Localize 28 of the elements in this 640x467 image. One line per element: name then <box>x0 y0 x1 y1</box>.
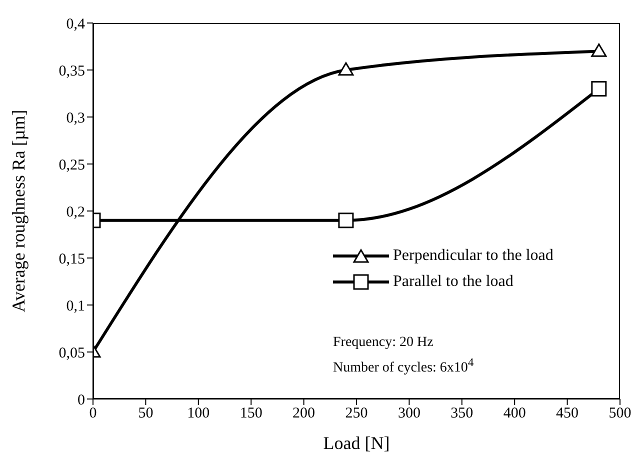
y-tick-label: 0 <box>78 392 85 408</box>
y-tick-label: 0,4 <box>66 16 86 32</box>
x-tick-label: 350 <box>450 406 474 422</box>
x-tick-label: 450 <box>556 406 579 422</box>
y-tick-label: 0,25 <box>58 157 85 174</box>
y-tick-label: 0,15 <box>58 251 85 268</box>
x-tick-label: 400 <box>503 406 526 422</box>
y-axis-title: Average roughness Ra [µm] <box>8 110 28 312</box>
x-tick-label: 250 <box>345 406 368 422</box>
y-tick-label: 0,05 <box>58 345 85 362</box>
x-tick-label: 500 <box>608 406 632 422</box>
y-tick-label: 0,2 <box>66 204 85 220</box>
y-tick-label: 0,1 <box>66 298 85 314</box>
x-tick-label: 200 <box>292 406 316 422</box>
annotation: Frequency: 20 Hz <box>333 334 434 352</box>
x-tick-label: 300 <box>398 406 420 422</box>
x-axis-title: Load [N] <box>323 433 390 453</box>
x-tick-label: 150 <box>240 406 262 422</box>
point <box>591 81 607 97</box>
legend-label: Perpendicular to the load <box>393 247 554 265</box>
x-tick-label: 100 <box>187 406 210 422</box>
x-tick-label: 50 <box>138 406 154 422</box>
point <box>338 212 354 228</box>
y-tick-label: 0,3 <box>66 110 85 126</box>
x-tick-label: 0 <box>89 406 97 422</box>
y-tick-label: 0,35 <box>58 63 85 80</box>
legend-label: Parallel to the load <box>393 273 514 291</box>
annotation: Number of cycles: 6x10$^{4}$ <box>333 355 474 378</box>
